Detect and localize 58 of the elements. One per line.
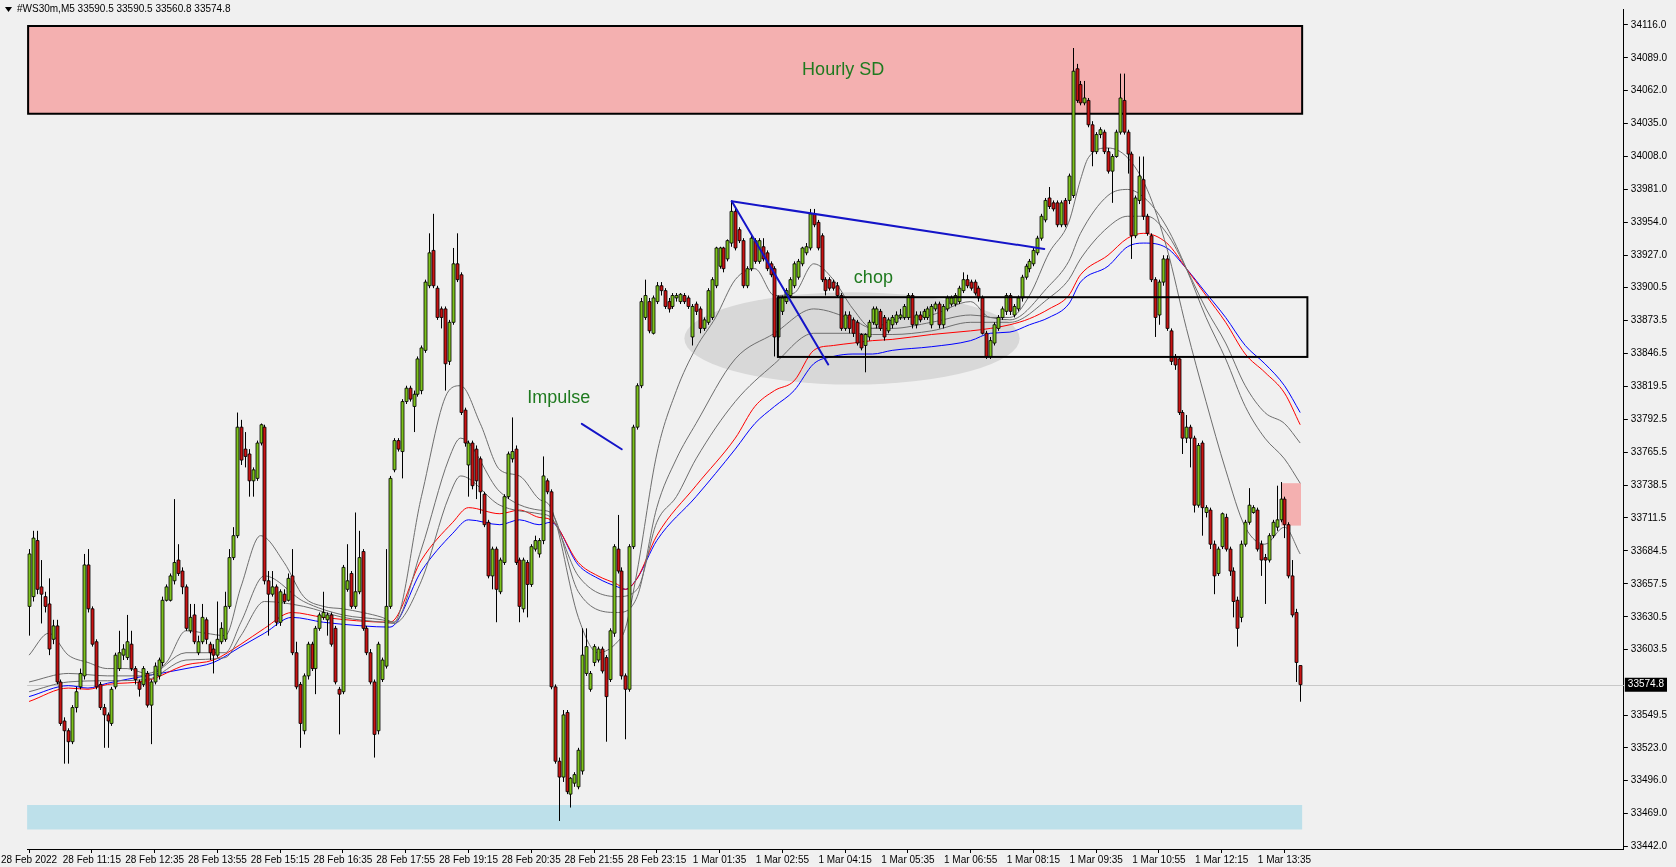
x-tick-label: 28 Feb 13:55	[187, 853, 248, 865]
y-tick-label: 33549.5	[1630, 709, 1668, 721]
x-tick-label: 1 Mar 02:55	[755, 853, 810, 865]
y-tick-label: 33981.0	[1630, 183, 1668, 195]
candlestick	[855, 319, 860, 346]
y-tick-label: 33711.5	[1630, 511, 1667, 523]
y-tick-label: 33603.5	[1630, 643, 1668, 655]
x-tick-label: 1 Mar 09:35	[1069, 853, 1124, 865]
y-tick-label: 33792.5	[1630, 413, 1668, 424]
chart-title: #WS30m,M5 33590.5 33590.5 33560.8 33574.8	[17, 3, 231, 15]
y-tick-label: 34089.0	[1630, 51, 1668, 63]
y-tick-label: 33630.5	[1630, 610, 1668, 622]
x-tick-label: 1 Mar 04:15	[818, 853, 873, 865]
x-tick-label: 28 Feb 17:55	[376, 853, 436, 865]
y-tick-label: 33900.5	[1630, 281, 1668, 293]
y-tick-label: 33523.0	[1630, 741, 1668, 753]
ref-line-label: 33574.8	[1627, 678, 1665, 690]
y-tick-label: 33657.5	[1630, 577, 1668, 589]
annotation: Impulse	[527, 387, 591, 408]
x-tick-label: 28 Feb 20:35	[501, 853, 562, 865]
annotation: chop	[853, 266, 893, 287]
y-tick-label: 34062.0	[1630, 84, 1668, 96]
x-tick-label: 28 Feb 21:55	[564, 853, 624, 865]
x-tick-label: 1 Mar 13:35	[1257, 853, 1312, 865]
y-tick-label: 34116.0	[1630, 18, 1667, 30]
x-tick-label: 28 Feb 19:15	[439, 853, 499, 865]
x-tick-label: 1 Mar 06:55	[943, 853, 998, 865]
x-tick-label: 28 Feb 11:15	[62, 853, 122, 865]
x-tick-label: 28 Feb 23:15	[627, 853, 687, 865]
y-tick-label: 33846.5	[1630, 347, 1668, 359]
candlestick	[211, 643, 216, 674]
y-tick-label: 34035.0	[1630, 117, 1668, 129]
candlestick	[1004, 292, 1009, 316]
x-tick-label: 28 Feb 15:15	[250, 853, 311, 865]
x-tick-label: 28 Feb 12:35	[125, 853, 185, 865]
y-tick-label: 33684.5	[1630, 544, 1668, 556]
x-tick-label: 1 Mar 08:15	[1006, 853, 1061, 865]
band-label: Hourly SD	[802, 58, 885, 79]
x-tick-label: 28 Feb 2022	[0, 853, 58, 865]
candlestick	[1184, 414, 1189, 444]
y-tick-label: 34008.0	[1630, 150, 1668, 162]
y-tick-label: 33469.0	[1630, 807, 1668, 819]
y-tick-label: 33442.0	[1630, 840, 1668, 852]
y-tick-label: 33927.0	[1630, 249, 1668, 261]
x-tick-label: 1 Mar 10:55	[1132, 853, 1187, 865]
x-tick-label: 1 Mar 12:15	[1195, 853, 1249, 865]
y-tick-label: 33873.5	[1630, 314, 1668, 326]
y-tick-label: 33765.5	[1630, 445, 1668, 457]
y-tick-label: 33738.5	[1630, 478, 1668, 490]
y-tick-label: 33819.5	[1630, 380, 1668, 392]
x-tick-label: 1 Mar 01:35	[692, 853, 747, 865]
y-tick-label: 33496.0	[1630, 774, 1668, 786]
y-tick-label: 33954.0	[1630, 216, 1668, 228]
candlestick	[874, 305, 879, 329]
candlestick	[847, 310, 852, 334]
x-tick-label: 1 Mar 05:35	[881, 853, 935, 865]
candlestick	[204, 616, 209, 645]
x-tick-label: 28 Feb 16:35	[313, 853, 373, 865]
